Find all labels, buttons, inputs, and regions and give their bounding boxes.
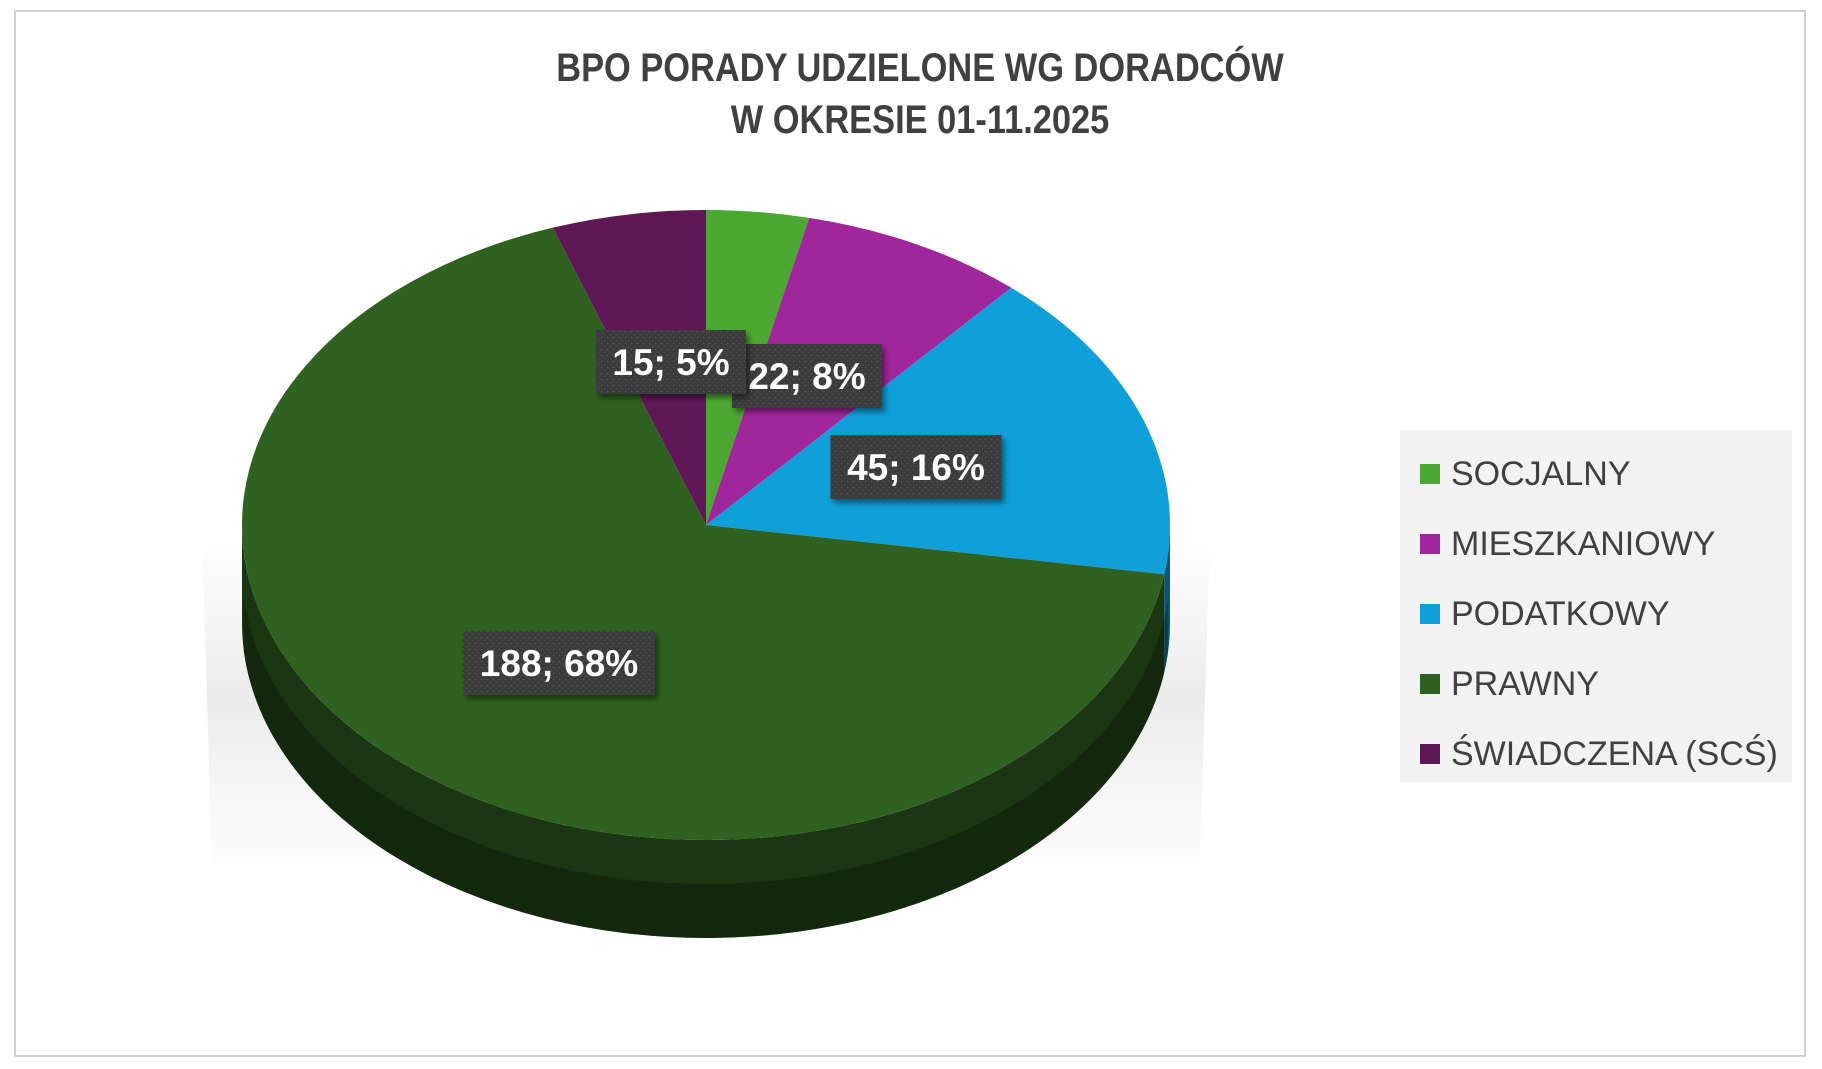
legend-swatch [1420, 744, 1440, 764]
legend-label: PRAWNY [1451, 664, 1599, 703]
legend-item: PODATKOWY [1420, 594, 1670, 634]
data-label-box [463, 631, 655, 695]
pie-slice-podatkowy [706, 287, 1170, 575]
data-label-box [596, 330, 746, 394]
data-label-text: 45; 16% [847, 447, 985, 488]
data-label-text: 22; 8% [748, 356, 865, 397]
legend: SOCJALNY MIESZKANIOWY PODATKOWY PRAWNY ŚWIAD… [1400, 430, 1792, 782]
pie-side [242, 525, 1170, 939]
data-label-1: 22; 8% [732, 344, 882, 408]
legend-item: SOCJALNY [1420, 454, 1631, 494]
legend-swatch [1420, 534, 1440, 554]
chart-title: BPO PORADY UDZIELONE WG DORADCÓW W OKRES… [129, 42, 1711, 146]
data-label-box [830, 435, 1002, 499]
data-label-4: 15; 5% [596, 330, 746, 394]
legend-label: SOCJALNY [1451, 454, 1631, 493]
legend-swatch [1420, 464, 1440, 484]
legend-label: PODATKOWY [1451, 594, 1670, 633]
pie-side-shade [243, 596, 1169, 939]
chart-title-line-1: BPO PORADY UDZIELONE WG DORADCÓW [556, 46, 1284, 90]
legend-label: ŚWIADCZENA (SCŚ) [1451, 734, 1778, 773]
pie-side-2 [1164, 525, 1170, 673]
legend-swatch [1420, 674, 1440, 694]
data-label-2: 45; 16% [830, 435, 1002, 499]
chart-title-line-2: W OKRESIE 01-11.2025 [730, 98, 1110, 142]
data-label-text: 188; 68% [480, 643, 638, 684]
legend-swatch [1420, 604, 1440, 624]
legend-item: MIESZKANIOWY [1420, 524, 1715, 564]
data-label-3: 188; 68% [463, 631, 655, 695]
pie-top [241, 210, 1170, 841]
pie-side-3 [242, 525, 1165, 938]
data-label-text: 15; 5% [612, 342, 729, 383]
legend-item: PRAWNY [1420, 664, 1599, 704]
legend-label: MIESZKANIOWY [1451, 524, 1716, 563]
legend-item: ŚWIADCZENA (SCŚ) [1420, 734, 1778, 774]
data-labels: 22; 8% 45; 16% 188; 68% 15; 5% [463, 330, 1002, 695]
data-label-box [732, 344, 882, 408]
